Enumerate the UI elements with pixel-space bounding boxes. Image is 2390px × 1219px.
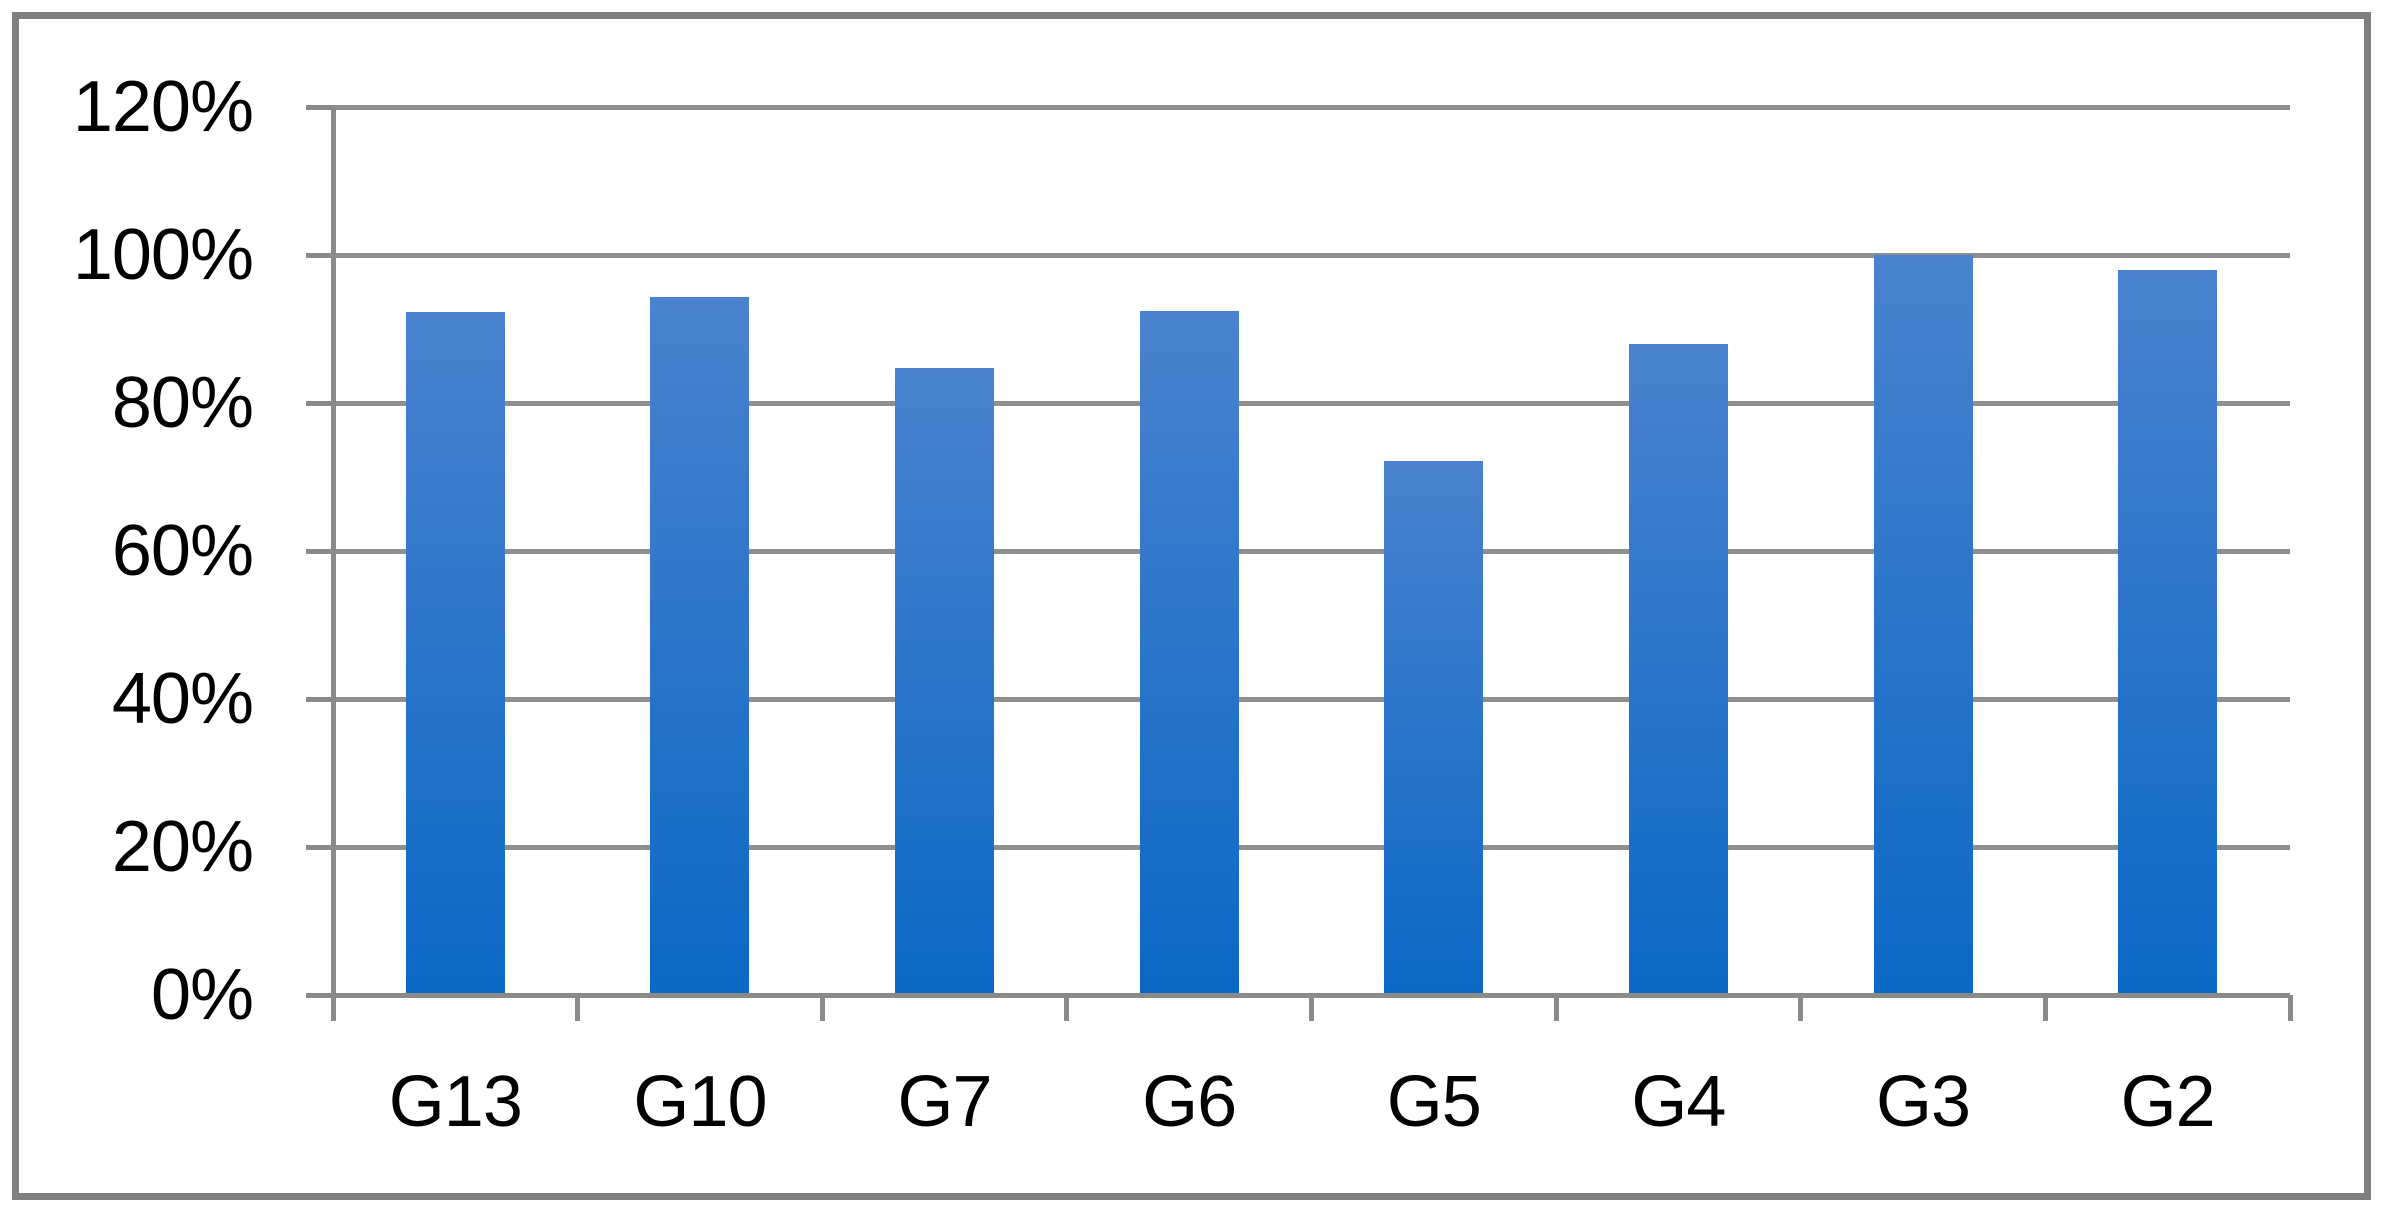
x-axis-tick (575, 995, 581, 1021)
y-axis-tick-20% (306, 844, 333, 850)
y-axis-tick-0% (306, 992, 333, 998)
x-axis-label-G6: G6 (1142, 1062, 1237, 1142)
x-axis-tick (330, 995, 336, 1021)
x-axis-tick (2287, 995, 2293, 1021)
bar-G2 (2118, 269, 2218, 995)
y-axis-tick-60% (306, 548, 333, 554)
gridline-60pct (333, 548, 2290, 554)
gridline-40pct (333, 696, 2290, 702)
x-axis-tick (2042, 995, 2048, 1021)
y-axis-label: 80% (111, 363, 254, 443)
bar-G10 (650, 297, 750, 995)
x-axis-tick (1553, 995, 1559, 1021)
x-axis-label-G13: G13 (388, 1062, 523, 1142)
x-axis-tick (819, 995, 825, 1021)
x-axis-label-G7: G7 (897, 1062, 993, 1142)
x-axis-label-G2: G2 (2120, 1062, 2216, 1142)
y-axis-tick-80% (306, 400, 333, 406)
y-axis-tick-100% (306, 252, 333, 258)
gridline-20pct (333, 844, 2290, 850)
gridline-80pct (333, 400, 2290, 406)
x-axis-tick (1064, 995, 1070, 1021)
y-axis-line (331, 107, 336, 998)
y-axis-label: 40% (111, 659, 254, 739)
y-axis-label: 120% (72, 67, 254, 147)
x-axis-tick (1798, 995, 1804, 1021)
x-axis-tick (1309, 995, 1314, 1021)
y-axis-tick-40% (306, 696, 333, 702)
bar-G7 (895, 368, 995, 995)
bar-G6 (1139, 310, 1239, 995)
x-axis-label-G10: G10 (633, 1062, 767, 1142)
bar-G13 (405, 311, 505, 995)
y-axis-label: 100% (72, 215, 254, 295)
y-axis-tick-120% (306, 104, 333, 110)
x-axis-label-G3: G3 (1876, 1062, 1971, 1142)
y-axis-label: 20% (111, 807, 254, 887)
bar-G3 (1873, 255, 1973, 995)
gridline-100pct (333, 252, 2290, 258)
x-axis-label-G4: G4 (1631, 1062, 1726, 1142)
bar-G4 (1628, 343, 1728, 995)
gridline-120pct (333, 104, 2290, 110)
y-axis-label: 0% (150, 955, 254, 1035)
y-axis-label: 60% (111, 511, 254, 591)
bar-G5 (1384, 460, 1484, 995)
x-axis-label-G5: G5 (1386, 1062, 1482, 1142)
